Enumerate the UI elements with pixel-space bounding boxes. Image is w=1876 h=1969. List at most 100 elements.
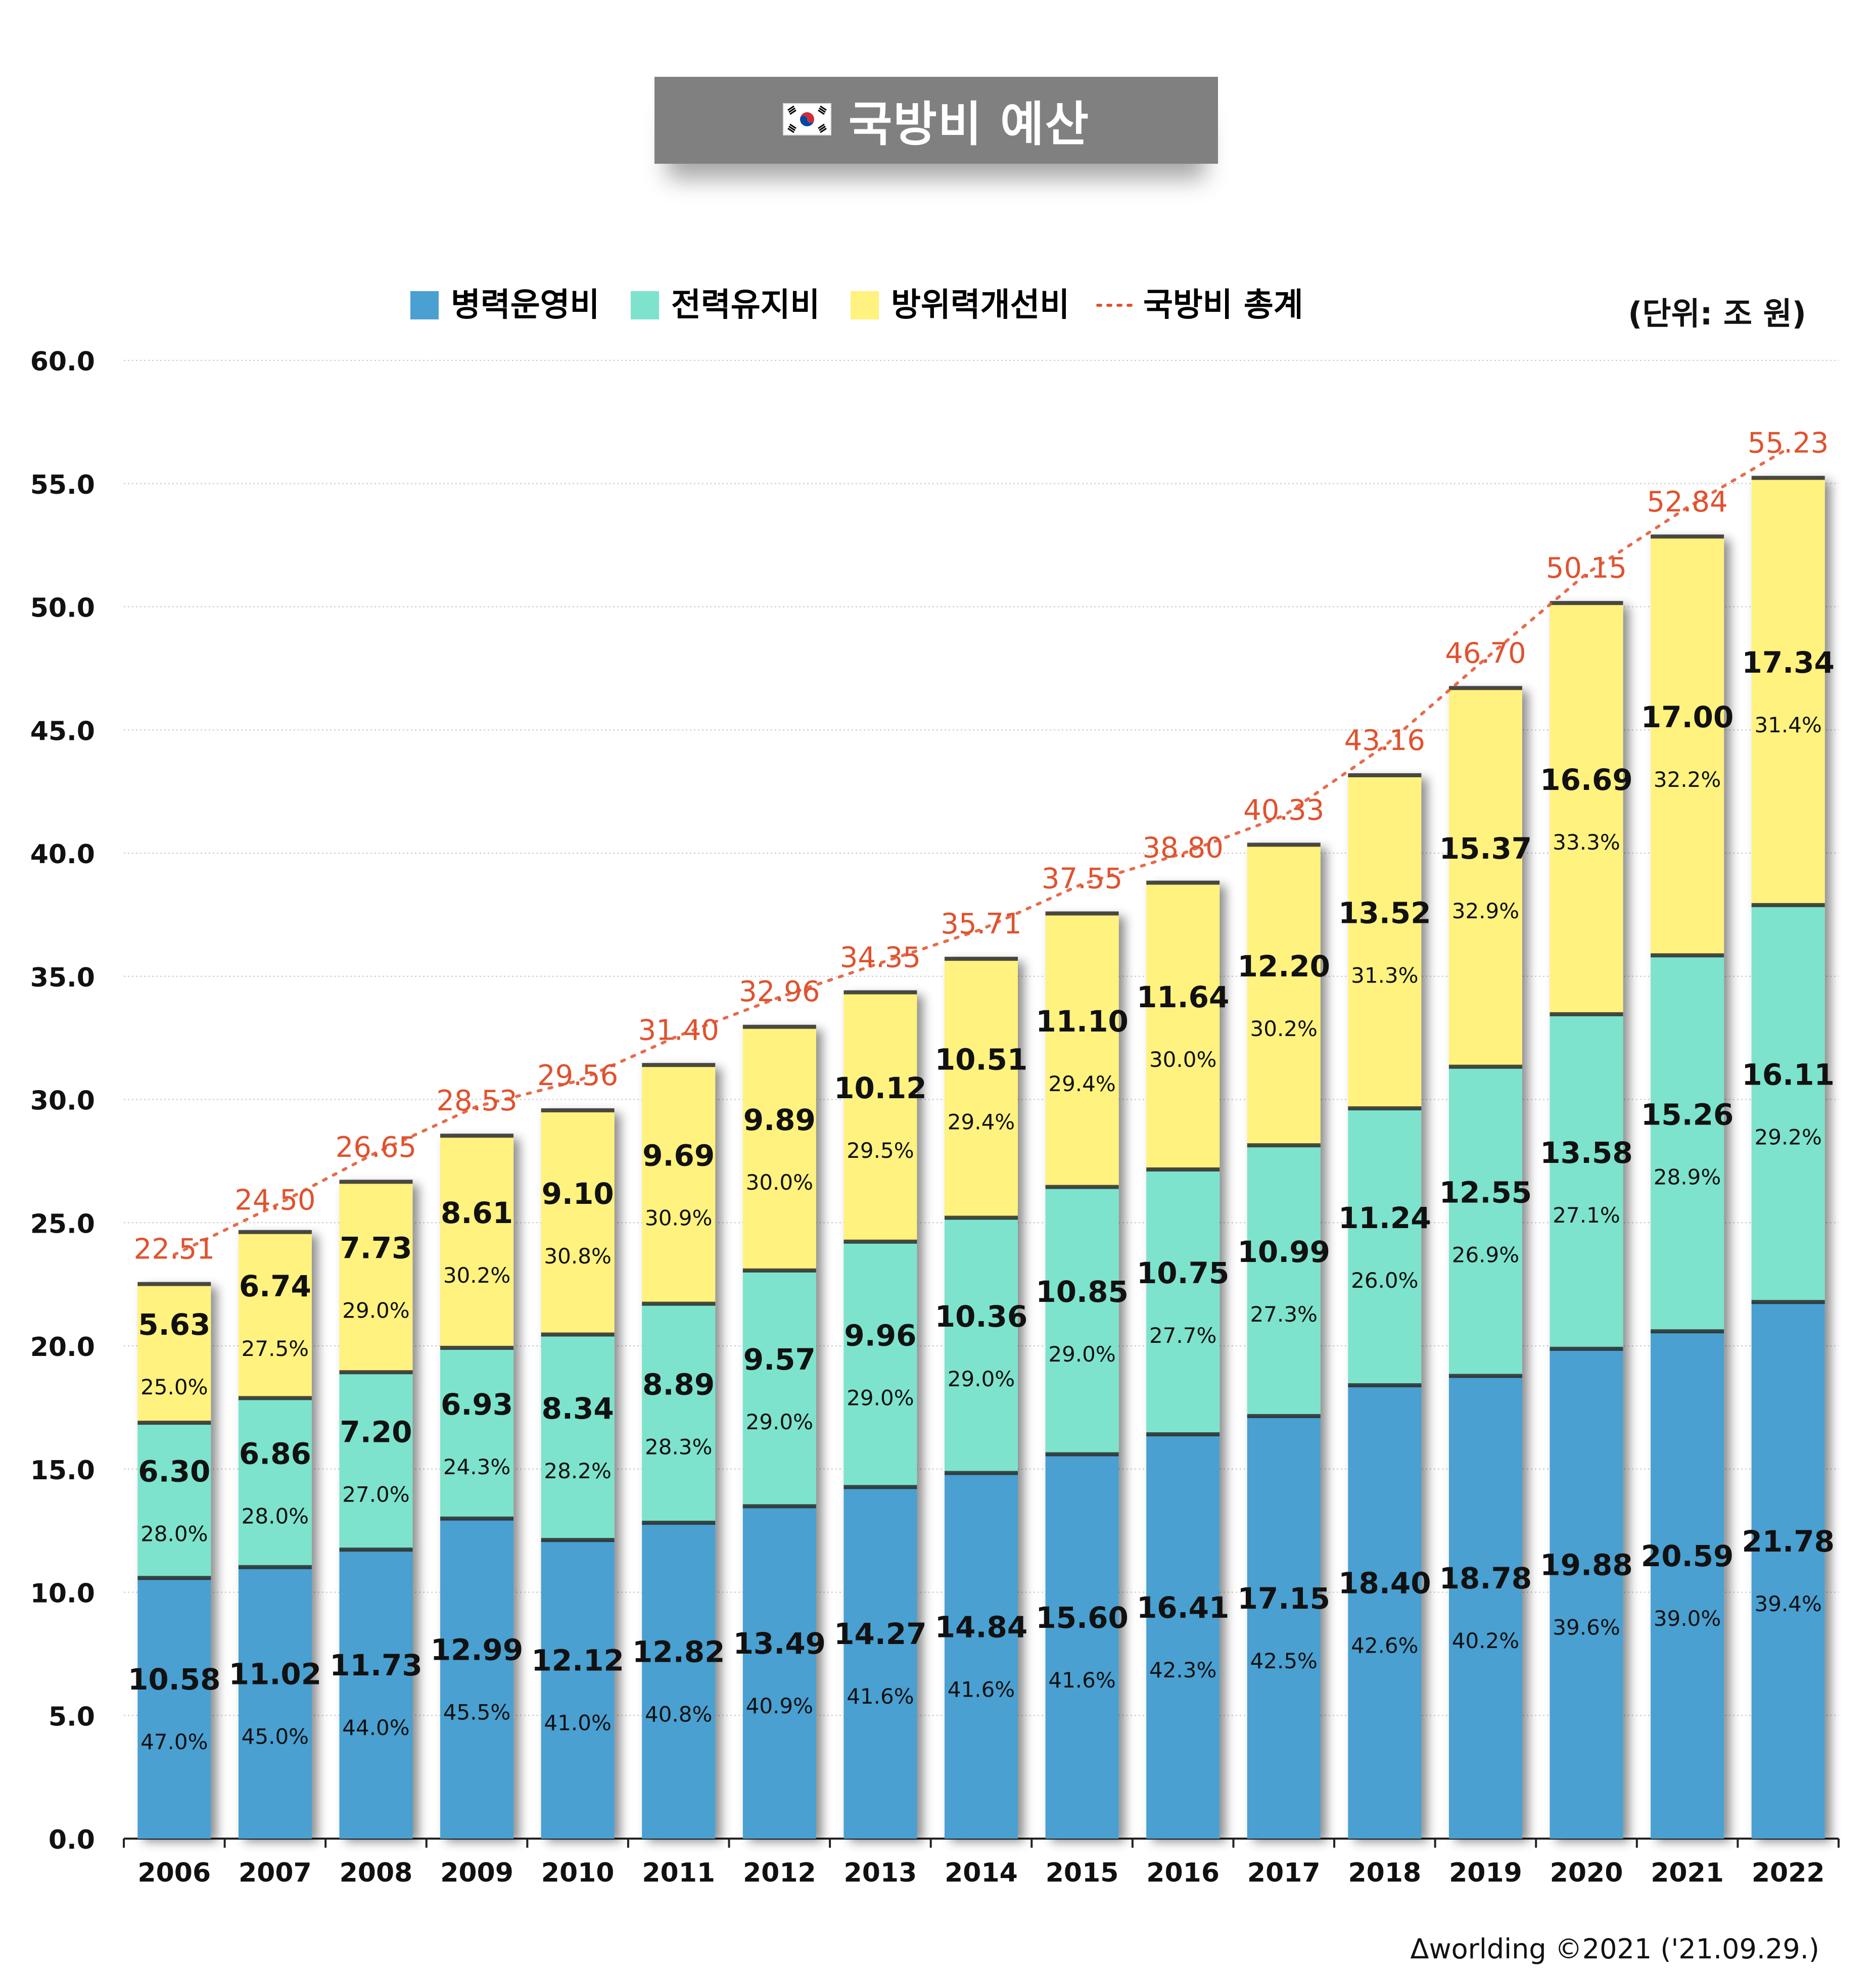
bar-stack-2022 [1751,478,1825,1839]
percent-label: 29.0% [746,1410,813,1434]
segment-edge [945,957,1018,961]
percent-label: 28.3% [645,1434,712,1459]
value-label: 21.78 [1742,1524,1834,1559]
segment-edge [1651,534,1724,539]
percent-label: 45.0% [242,1724,309,1749]
bar-stack-2018 [1348,775,1422,1839]
segment-edge [1247,1143,1321,1148]
bar-segment-improvement [541,1110,615,1335]
segment-edge [642,1521,716,1525]
bar-stack-2020 [1550,603,1623,1839]
legend-swatch-improvement [851,291,879,319]
bar-stack-2015 [1045,913,1119,1839]
bar-segment-improvement [1146,882,1220,1169]
percent-label: 29.2% [1754,1125,1821,1150]
bar-segment-personnel [238,1567,312,1839]
bar-stack-2006 [137,1284,211,1839]
x-tick-label: 2018 [1348,1858,1421,1888]
value-label: 10.75 [1137,1256,1229,1290]
bar-segment-improvement [1045,913,1119,1187]
value-label: 20.59 [1641,1539,1733,1573]
bar-segment-personnel [642,1523,716,1839]
legend-swatch-maintenance [631,291,659,319]
segment-edge [1045,1185,1119,1189]
value-label: 18.40 [1338,1566,1431,1601]
segment-edge [1550,601,1623,605]
x-tick-label: 2022 [1752,1858,1825,1888]
x-tick-label: 2006 [137,1858,211,1888]
segment-edge [1348,1383,1422,1387]
value-label: 8.89 [642,1367,715,1401]
bar-segment-maintenance [1550,1014,1623,1349]
segment-edge [541,1332,615,1337]
value-label: 16.11 [1742,1058,1834,1092]
x-tick-label: 2008 [340,1858,413,1888]
bar-segment-maintenance [541,1334,615,1540]
value-label: 13.52 [1338,896,1431,930]
bar-segment-maintenance [1448,1066,1522,1376]
segment-edge [137,1282,211,1286]
total-series-line [172,447,1790,1256]
percent-label: 30.8% [544,1244,611,1269]
percent-label: 33.3% [1553,830,1620,855]
segment-edge [1550,1346,1623,1351]
percent-label: 41.6% [1048,1668,1115,1693]
percent-label: 24.3% [443,1455,510,1479]
x-tick-label: 2020 [1550,1858,1623,1888]
total-label: 28.53 [436,1085,517,1117]
x-tick-label: 2009 [440,1858,513,1888]
total-label: 43.16 [1344,724,1425,757]
value-label: 8.61 [441,1196,513,1230]
total-label: 40.33 [1243,794,1324,827]
bar-segment-maintenance [843,1241,917,1487]
percent-label: 29.0% [342,1298,409,1323]
segment-edge [1751,903,1825,907]
y-tick-label: 60.0 [30,347,95,377]
segment-edge [642,1063,716,1067]
bar-segment-improvement [238,1232,312,1398]
segment-edge [1348,1106,1422,1111]
value-label: 15.37 [1439,831,1532,866]
bar-segment-personnel [1045,1454,1119,1839]
percent-label: 39.6% [1553,1615,1620,1639]
value-label: 11.10 [1036,1004,1128,1039]
legend-swatch-personnel [410,291,439,319]
value-label: 17.15 [1238,1581,1330,1616]
value-label: 12.82 [632,1635,725,1669]
bar-stack-2016 [1146,882,1220,1839]
value-label: 11.73 [330,1648,422,1682]
segment-edge [238,1230,312,1234]
percent-label: 30.2% [1250,1016,1318,1041]
segment-edge [440,1516,514,1521]
x-tick-label: 2010 [541,1858,615,1888]
value-label: 7.20 [340,1415,412,1449]
segment-edge [339,1548,413,1552]
percent-label: 30.2% [443,1263,510,1288]
percent-label: 29.0% [1048,1342,1115,1367]
segment-edge [1045,1452,1119,1457]
x-tick-label: 2021 [1651,1858,1724,1888]
y-tick-label: 20.0 [30,1332,95,1363]
total-label: 50.15 [1546,552,1627,585]
bar-segment-maintenance [1146,1169,1220,1435]
legend-label-personnel: 병력운영비 [451,287,599,324]
percent-label: 31.4% [1754,713,1821,737]
segment-edge [1651,953,1724,958]
value-label: 13.58 [1540,1136,1632,1170]
bar-segment-personnel [1146,1434,1220,1839]
segment-edge [843,1485,917,1489]
bar-segment-maintenance [238,1398,312,1567]
value-label: 18.78 [1439,1561,1532,1596]
bar-segment-personnel [440,1518,514,1839]
chart-title: 국방비 예산 [848,97,1090,152]
percent-label: 42.3% [1149,1658,1216,1682]
value-label: 6.93 [441,1387,513,1422]
segment-edge [1448,686,1522,690]
segment-edge [440,1345,514,1350]
bar-segment-personnel [1448,1376,1522,1839]
percent-label: 39.0% [1654,1606,1721,1631]
total-label: 46.70 [1445,637,1526,670]
bar-stack-2019 [1448,688,1522,1839]
segment-edge [945,1215,1018,1220]
x-tick-label: 2013 [844,1858,917,1888]
